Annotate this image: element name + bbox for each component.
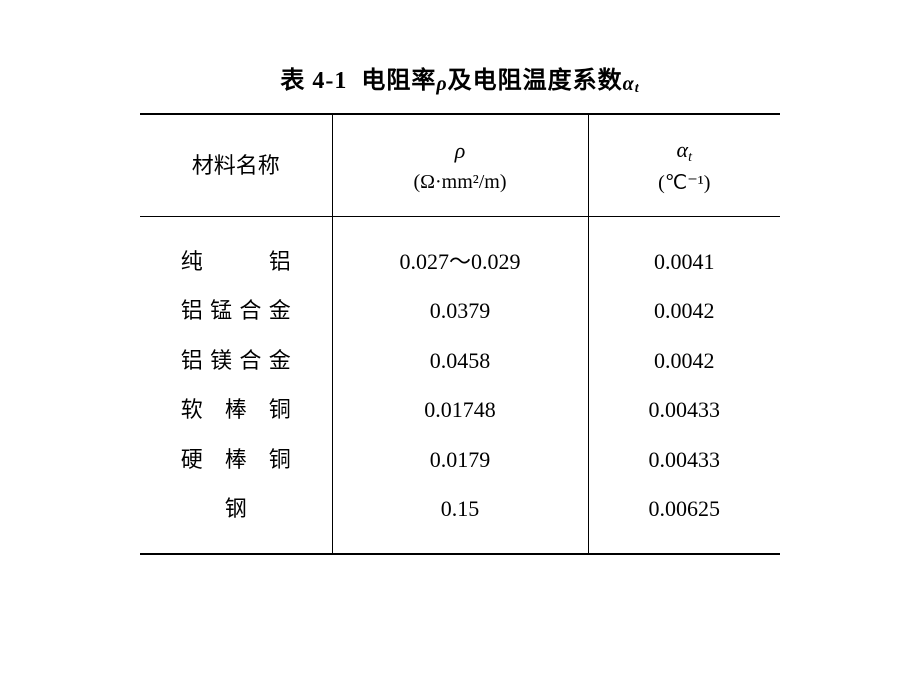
table-body: 纯铝 0.027～0.0290.0041 铝锰合金 0.03790.0042 铝镁合金 0… bbox=[140, 217, 780, 555]
cell-alpha: 0.00433 bbox=[588, 385, 780, 434]
cell-rho: 0.0179 bbox=[332, 435, 588, 484]
cell-alpha: 0.00433 bbox=[588, 435, 780, 484]
cell-alpha: 0.0042 bbox=[588, 336, 780, 385]
header-alpha-sub: t bbox=[688, 150, 692, 165]
header-material-label: 材料名称 bbox=[192, 153, 280, 178]
cell-material: 铝锰合金 bbox=[140, 286, 332, 335]
cell-material: 纯铝 bbox=[140, 217, 332, 287]
cell-alpha: 0.0042 bbox=[588, 286, 780, 335]
caption-mid: 及电阻温度系数 bbox=[448, 68, 623, 94]
material-text: 铝锰合金 bbox=[181, 292, 291, 329]
material-text: 软棒铜 bbox=[181, 391, 291, 428]
table-row: 纯铝 0.027～0.0290.0041 bbox=[140, 217, 780, 287]
table-row: 硬棒铜 0.01790.00433 bbox=[140, 435, 780, 484]
header-rho-unit: (Ω·mm²/m) bbox=[341, 167, 580, 197]
table-header-row: 材料名称 ρ (Ω·mm²/m) αt (℃⁻¹) bbox=[140, 114, 780, 217]
caption-sub: t bbox=[635, 81, 640, 96]
table-row: 铝镁合金 0.04580.0042 bbox=[140, 336, 780, 385]
cell-rho: 0.0379 bbox=[332, 286, 588, 335]
cell-material: 硬棒铜 bbox=[140, 435, 332, 484]
material-text: 钢 bbox=[181, 490, 291, 527]
cell-material: 软棒铜 bbox=[140, 385, 332, 434]
header-alpha-unit: (℃⁻¹) bbox=[597, 168, 773, 198]
cell-alpha: 0.00625 bbox=[588, 484, 780, 554]
caption-prefix: 表 4-1 bbox=[280, 68, 347, 94]
caption-main: 电阻率 bbox=[361, 68, 436, 94]
cell-rho: 0.0458 bbox=[332, 336, 588, 385]
cell-rho: 0.027～0.029 bbox=[332, 217, 588, 287]
header-rho: ρ (Ω·mm²/m) bbox=[332, 114, 588, 217]
material-text: 硬棒铜 bbox=[181, 441, 291, 478]
table-row: 软棒铜 0.017480.00433 bbox=[140, 385, 780, 434]
caption-sym1: ρ bbox=[436, 73, 447, 95]
material-text: 纯铝 bbox=[181, 243, 291, 280]
cell-material: 铝镁合金 bbox=[140, 336, 332, 385]
header-material: 材料名称 bbox=[140, 114, 332, 217]
header-alpha: αt (℃⁻¹) bbox=[588, 114, 780, 217]
caption-sym2: α bbox=[623, 73, 635, 95]
cell-material: 钢 bbox=[140, 484, 332, 554]
header-rho-symbol: ρ bbox=[455, 138, 466, 163]
table-container: 表 4-1 电阻率ρ及电阻温度系数αt 材料名称 ρ (Ω·mm²/m) αt … bbox=[140, 60, 780, 555]
table-row: 铝锰合金 0.03790.0042 bbox=[140, 286, 780, 335]
header-alpha-symbol: α bbox=[677, 137, 689, 162]
cell-rho: 0.15 bbox=[332, 484, 588, 554]
table-row: 钢 0.150.00625 bbox=[140, 484, 780, 554]
cell-rho: 0.01748 bbox=[332, 385, 588, 434]
table-caption: 表 4-1 电阻率ρ及电阻温度系数αt bbox=[140, 60, 780, 97]
material-text: 铝镁合金 bbox=[181, 342, 291, 379]
resistivity-table: 材料名称 ρ (Ω·mm²/m) αt (℃⁻¹) 纯铝0.027～0.0290… bbox=[140, 113, 780, 555]
cell-alpha: 0.0041 bbox=[588, 217, 780, 287]
